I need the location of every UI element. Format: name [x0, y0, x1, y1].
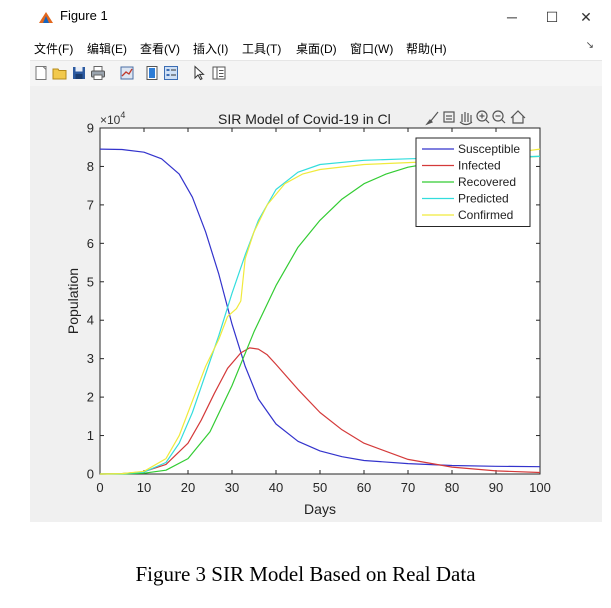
x-tick-label: 90 [489, 480, 503, 495]
x-tick-label: 40 [269, 480, 283, 495]
zoom-in-icon[interactable] [476, 110, 490, 124]
x-tick-label: 30 [225, 480, 239, 495]
menu-tools[interactable]: 工具(T) [242, 42, 282, 56]
y-tick-label: 2 [87, 390, 94, 405]
legend-label: Confirmed [458, 208, 513, 222]
legend-label: Predicted [458, 192, 509, 206]
close-button[interactable]: ✕ [580, 9, 592, 25]
y-tick-label: 3 [87, 351, 94, 366]
print-icon[interactable] [90, 65, 106, 81]
x-tick-label: 10 [137, 480, 151, 495]
x-tick-label: 80 [445, 480, 459, 495]
menu-insert[interactable]: 插入(I) [193, 42, 229, 56]
new-figure-icon[interactable] [33, 65, 49, 81]
menu-help[interactable]: 帮助(H) [406, 42, 447, 56]
y-tick-label: 9 [87, 121, 94, 136]
x-tick-label: 60 [357, 480, 371, 495]
insert-legend-icon[interactable] [163, 65, 179, 81]
x-tick-label: 20 [181, 480, 195, 495]
y-tick-label: 5 [87, 274, 94, 289]
x-tick-label: 100 [529, 480, 551, 495]
legend-label: Recovered [458, 175, 516, 189]
insert-colorbar-icon[interactable] [144, 65, 160, 81]
legend-label: Infected [458, 159, 501, 173]
chart-title: SIR Model of Covid-19 in Cl [218, 111, 391, 127]
x-tick-label: 0 [96, 480, 103, 495]
y-multiplier-exponent: 4 [120, 110, 125, 120]
home-icon[interactable] [510, 110, 526, 124]
figure-toolbar [30, 61, 602, 87]
series-line-susceptible [99, 148, 541, 468]
menu-desktop[interactable]: 桌面(D) [296, 42, 337, 56]
pan-icon[interactable] [459, 112, 473, 126]
y-multiplier-base: ×10 [100, 113, 121, 127]
series-line-predicted [99, 155, 541, 475]
x-axis-label: Days [304, 501, 336, 517]
x-tick-label: 50 [313, 480, 327, 495]
figure-canvas: SIR Model of Covid-19 in Cl ×104 0 10 20 30… [30, 86, 602, 522]
menu-window[interactable]: 窗口(W) [350, 42, 394, 56]
y-tick-label: 7 [87, 197, 94, 212]
y-tick-label: 4 [87, 313, 94, 328]
link-plot-icon[interactable] [119, 65, 135, 81]
menu-file[interactable]: 文件(F) [34, 42, 74, 56]
menu-bar: 文件(F) 编辑(E) 查看(V) 插入(I) 工具(T) 桌面(D) 窗口(W… [30, 34, 602, 61]
minimize-button[interactable]: ─ [507, 9, 517, 25]
x-axis: 0 10 20 30 40 50 60 70 80 90 100 [96, 128, 551, 495]
x-tick-label: 70 [401, 480, 415, 495]
y-tick-label: 8 [87, 159, 94, 174]
legend[interactable]: Susceptible Infected Recovered Predicted Con… [415, 137, 531, 227]
figure-caption: Figure 3 SIR Model Based on Real Data [135, 562, 476, 586]
y-multiplier: ×104 [100, 110, 125, 127]
y-tick-label: 6 [87, 236, 94, 251]
series-lines [99, 148, 541, 475]
property-inspector-icon[interactable] [211, 65, 227, 81]
edit-plot-icon[interactable] [192, 65, 208, 81]
y-tick-label: 1 [87, 428, 94, 443]
series-line-confirmed [99, 148, 541, 475]
save-icon[interactable] [71, 65, 87, 81]
axes-toolbar [425, 110, 526, 126]
y-axis-label: Population [65, 268, 81, 334]
menu-edit[interactable]: 编辑(E) [87, 42, 127, 56]
matlab-figure-icon [39, 12, 53, 23]
maximize-button[interactable]: ☐ [545, 9, 559, 25]
dock-arrow-icon[interactable]: ↘ [585, 40, 594, 51]
menu-view[interactable]: 查看(V) [140, 42, 180, 56]
y-axis: 0 1 2 3 4 5 6 7 8 9 [87, 121, 540, 482]
zoom-out-icon[interactable] [492, 110, 506, 124]
window-title: Figure 1 [60, 8, 108, 23]
brush-icon[interactable] [425, 111, 439, 126]
legend-label: Susceptible [458, 142, 520, 156]
y-tick-label: 0 [87, 467, 94, 482]
title-bar: Figure 1 ─ ☐ ✕ [30, 0, 602, 34]
open-file-icon[interactable] [52, 65, 68, 81]
data-cursor-icon[interactable] [443, 111, 455, 123]
series-line-infected [99, 347, 541, 475]
